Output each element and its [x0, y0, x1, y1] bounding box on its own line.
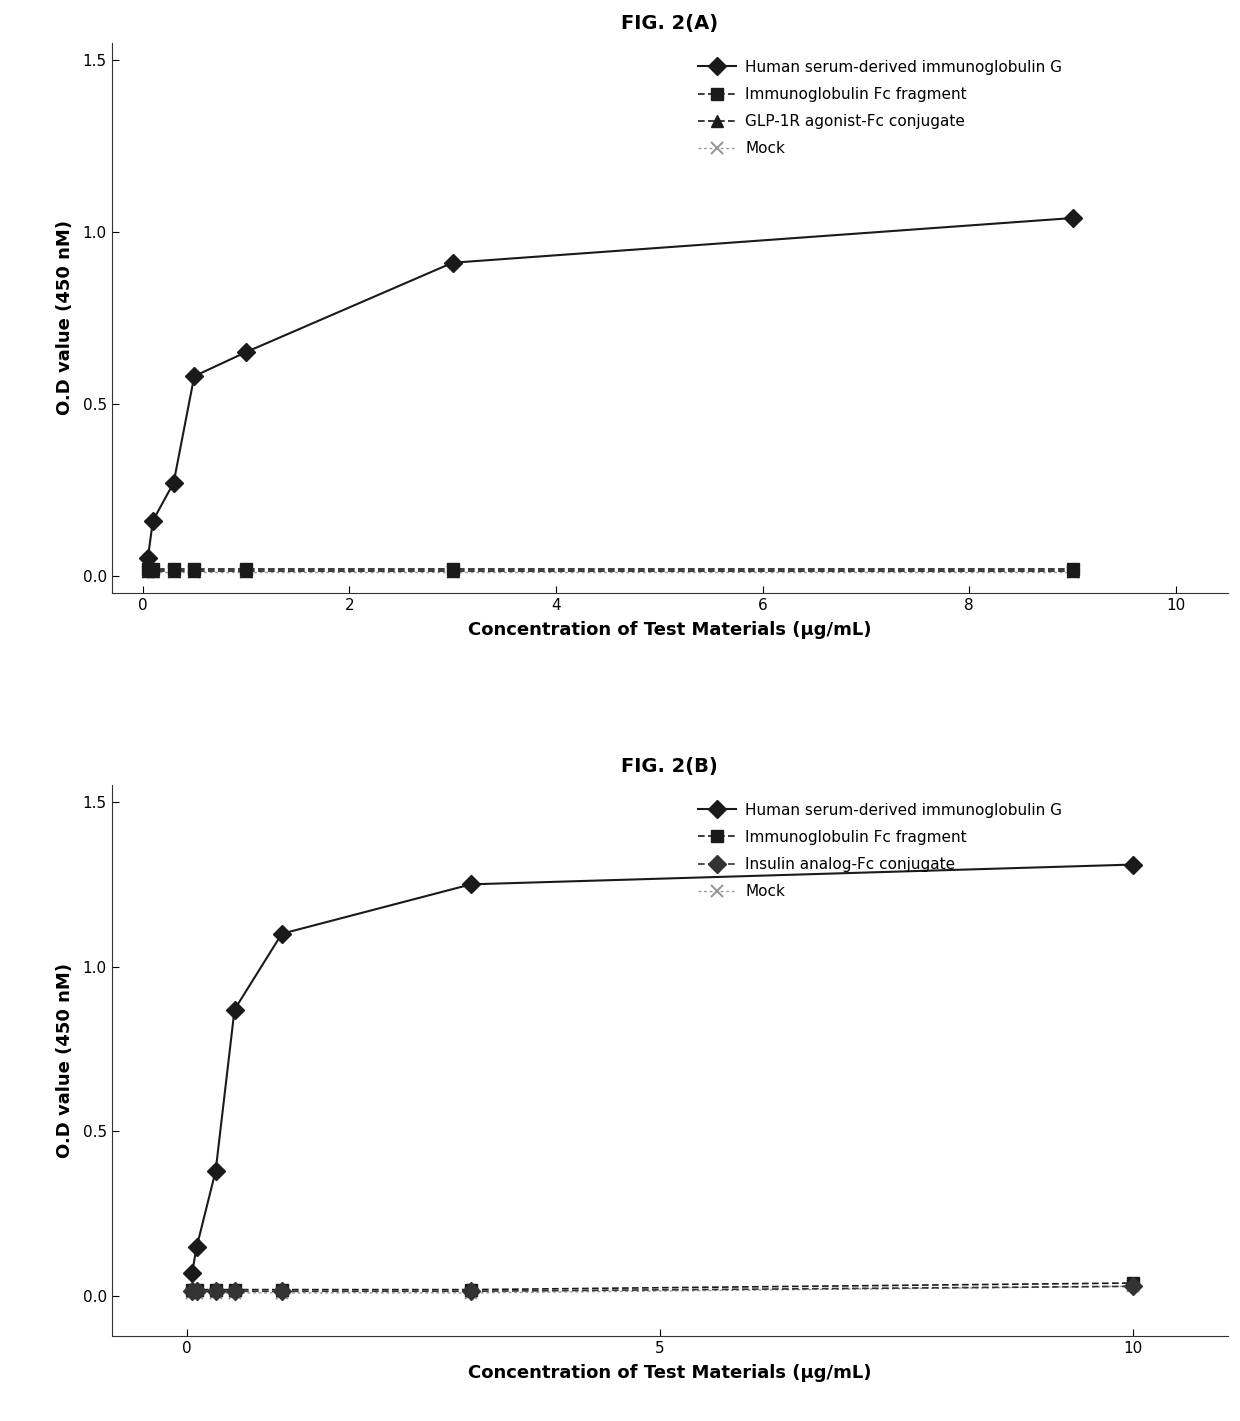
- GLP-1R agonist-Fc conjugate: [238, 563, 253, 580]
- Immunoglobulin Fc fragment: [145, 560, 160, 577]
- Human serum-derived immunoglobulin G: [464, 875, 479, 892]
- Immunoglobulin Fc fragment: [274, 1282, 289, 1299]
- Immunoglobulin Fc fragment: [190, 1282, 205, 1299]
- Insulin analog-Fc conjugate: [190, 1283, 205, 1300]
- GLP-1R agonist-Fc conjugate: [166, 563, 181, 580]
- Line: Human serum-derived immunoglobulin G: Human serum-derived immunoglobulin G: [186, 858, 1140, 1279]
- Insulin analog-Fc conjugate: [464, 1283, 479, 1300]
- Insulin analog-Fc conjugate: [227, 1283, 242, 1300]
- Legend: Human serum-derived immunoglobulin G, Immunoglobulin Fc fragment, GLP-1R agonist: Human serum-derived immunoglobulin G, Im…: [692, 54, 1069, 162]
- Y-axis label: O.D value (450 nM): O.D value (450 nM): [56, 220, 74, 415]
- Insulin analog-Fc conjugate: [185, 1283, 200, 1300]
- Immunoglobulin Fc fragment: [1065, 560, 1080, 577]
- Immunoglobulin Fc fragment: [238, 560, 253, 577]
- Immunoglobulin Fc fragment: [166, 560, 181, 577]
- Title: FIG. 2(B): FIG. 2(B): [621, 756, 718, 776]
- Immunoglobulin Fc fragment: [445, 560, 460, 577]
- Mock: [1126, 1277, 1141, 1295]
- Human serum-derived immunoglobulin G: [140, 550, 155, 567]
- Legend: Human serum-derived immunoglobulin G, Immunoglobulin Fc fragment, Insulin analog: Human serum-derived immunoglobulin G, Im…: [692, 797, 1069, 905]
- X-axis label: Concentration of Test Materials (μg/mL): Concentration of Test Materials (μg/mL): [467, 1364, 872, 1383]
- Y-axis label: O.D value (450 nM): O.D value (450 nM): [56, 963, 74, 1158]
- Immunoglobulin Fc fragment: [464, 1282, 479, 1299]
- Mock: [185, 1285, 200, 1302]
- GLP-1R agonist-Fc conjugate: [140, 563, 155, 580]
- Mock: [445, 564, 460, 581]
- Title: FIG. 2(A): FIG. 2(A): [621, 14, 718, 33]
- GLP-1R agonist-Fc conjugate: [145, 563, 160, 580]
- Mock: [238, 564, 253, 581]
- Human serum-derived immunoglobulin G: [187, 368, 202, 385]
- Human serum-derived immunoglobulin G: [1065, 209, 1080, 226]
- Mock: [464, 1285, 479, 1302]
- GLP-1R agonist-Fc conjugate: [187, 563, 202, 580]
- Human serum-derived immunoglobulin G: [445, 254, 460, 271]
- Immunoglobulin Fc fragment: [227, 1282, 242, 1299]
- Human serum-derived immunoglobulin G: [1126, 855, 1141, 872]
- Mock: [274, 1285, 289, 1302]
- Line: Insulin analog-Fc conjugate: Insulin analog-Fc conjugate: [186, 1280, 1140, 1297]
- Mock: [1065, 564, 1080, 581]
- Insulin analog-Fc conjugate: [1126, 1277, 1141, 1295]
- X-axis label: Concentration of Test Materials (μg/mL): Concentration of Test Materials (μg/mL): [467, 621, 872, 639]
- Line: Human serum-derived immunoglobulin G: Human serum-derived immunoglobulin G: [141, 212, 1079, 564]
- Human serum-derived immunoglobulin G: [166, 475, 181, 492]
- Human serum-derived immunoglobulin G: [190, 1238, 205, 1255]
- Mock: [145, 564, 160, 581]
- Mock: [140, 564, 155, 581]
- Human serum-derived immunoglobulin G: [238, 344, 253, 361]
- GLP-1R agonist-Fc conjugate: [445, 563, 460, 580]
- Line: Immunoglobulin Fc fragment: Immunoglobulin Fc fragment: [141, 563, 1079, 576]
- Mock: [166, 564, 181, 581]
- Mock: [190, 1285, 205, 1302]
- Immunoglobulin Fc fragment: [187, 560, 202, 577]
- Human serum-derived immunoglobulin G: [145, 512, 160, 529]
- Human serum-derived immunoglobulin G: [185, 1265, 200, 1282]
- Insulin analog-Fc conjugate: [274, 1283, 289, 1300]
- Line: GLP-1R agonist-Fc conjugate: GLP-1R agonist-Fc conjugate: [141, 564, 1079, 577]
- Human serum-derived immunoglobulin G: [208, 1162, 223, 1179]
- Insulin analog-Fc conjugate: [208, 1283, 223, 1300]
- Human serum-derived immunoglobulin G: [227, 1000, 242, 1017]
- Line: Mock: Mock: [143, 567, 1078, 578]
- Immunoglobulin Fc fragment: [185, 1282, 200, 1299]
- Immunoglobulin Fc fragment: [140, 560, 155, 577]
- GLP-1R agonist-Fc conjugate: [1065, 563, 1080, 580]
- Mock: [187, 564, 202, 581]
- Line: Immunoglobulin Fc fragment: Immunoglobulin Fc fragment: [186, 1277, 1140, 1296]
- Human serum-derived immunoglobulin G: [274, 925, 289, 942]
- Immunoglobulin Fc fragment: [208, 1282, 223, 1299]
- Line: Mock: Mock: [186, 1280, 1138, 1299]
- Mock: [227, 1285, 242, 1302]
- Immunoglobulin Fc fragment: [1126, 1275, 1141, 1292]
- Mock: [208, 1285, 223, 1302]
